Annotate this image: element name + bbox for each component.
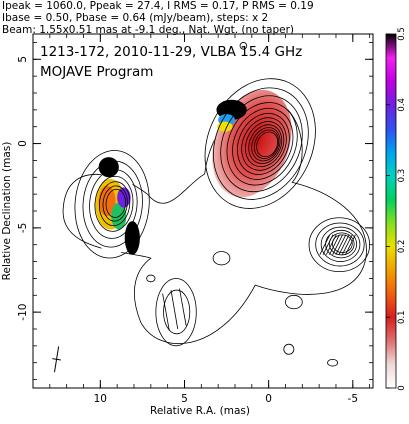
- header-line-1: Ipeak = 1060.0, Ppeak = 27.4, I RMS = 0.…: [2, 0, 314, 12]
- contour-level: [253, 129, 280, 160]
- contour-level: [241, 117, 287, 171]
- hatch-line: [329, 234, 340, 255]
- contour-level: [232, 107, 294, 180]
- y-axis-label: Relative Declination (mas): [1, 142, 13, 281]
- contour-level: [315, 222, 365, 267]
- contour-level: [325, 229, 358, 259]
- contour-level: [226, 102, 298, 186]
- x-tick-label: 5: [181, 393, 188, 405]
- jet-pol-dark-top: [98, 157, 119, 178]
- colorbar-tick-label: 0.5: [397, 27, 407, 41]
- contour-level: [74, 150, 150, 259]
- x-axis-label: Relative R.A. (mas): [150, 405, 250, 417]
- noise-contour: [146, 274, 156, 283]
- x-tick-label: 0: [265, 393, 272, 405]
- contour-level: [163, 289, 191, 335]
- colorbar-tick-label: 0.4: [397, 98, 407, 112]
- contour-level: [251, 127, 281, 162]
- colorbar-tick-label: 0.3: [397, 169, 407, 183]
- contour-level: [89, 169, 138, 239]
- jet-contours: [74, 150, 150, 259]
- colorbar-tick-label: 0: [397, 385, 407, 390]
- south-hatch-3: [162, 293, 170, 331]
- west-lobe-hatching: [162, 234, 356, 331]
- contour-level: [256, 131, 279, 158]
- map-layer: [52, 42, 371, 373]
- contour-level: [98, 181, 131, 227]
- contour-level: [308, 217, 371, 273]
- contour-level: [102, 185, 128, 222]
- hatch-line: [325, 234, 337, 255]
- core-contours: [204, 78, 316, 209]
- contour-level: [328, 232, 355, 256]
- hatch-line: [345, 234, 356, 255]
- south-hatch-1: [179, 288, 187, 326]
- colorbar-tick-label: 0.1: [397, 310, 407, 324]
- noise-contour: [212, 251, 231, 266]
- south-hatch-2: [170, 290, 179, 330]
- colorbar-tick-label: 0.2: [397, 240, 407, 254]
- colorbar: [385, 33, 397, 389]
- hatch-line: [341, 234, 353, 255]
- south-lobe-contours: [155, 278, 197, 347]
- contour-level: [204, 78, 316, 209]
- contour-level: [212, 87, 309, 200]
- noise-contour: [283, 343, 295, 355]
- x-tick-label: 10: [94, 393, 107, 405]
- noise-contour: [285, 294, 303, 310]
- hatch-line: [322, 234, 334, 255]
- core-pol-yellow-patch: [217, 121, 233, 132]
- outer-contour: [62, 97, 367, 344]
- beam-minor-axis: [52, 358, 61, 361]
- contour-level: [248, 124, 283, 164]
- contour-level: [105, 188, 126, 218]
- hatch-line: [319, 234, 331, 255]
- contour-level: [94, 175, 134, 232]
- axis-ticks: 10 5 0 -5 5 0 -5 -10: [17, 34, 373, 405]
- y-tick-label: -10: [17, 304, 29, 321]
- plot-title-line-2: MOJAVE Program: [40, 64, 153, 80]
- hatch-line: [332, 234, 344, 255]
- hatch-line: [335, 234, 347, 255]
- contour-level: [237, 113, 290, 175]
- noise-contour: [327, 358, 339, 367]
- y-tick-label: 0: [17, 140, 29, 147]
- y-tick-label: 5: [17, 56, 29, 63]
- colorbar-ticks: 0 0.1 0.2 0.3 0.4 0.5: [386, 27, 407, 391]
- contour-level: [82, 160, 143, 248]
- contour-level: [155, 278, 197, 347]
- contour-level: [320, 226, 361, 262]
- west-lobe-contours: [308, 217, 371, 273]
- contour-level: [220, 95, 303, 193]
- contour-level: [245, 121, 285, 168]
- hatch-line: [338, 234, 350, 255]
- header-line-2: Ibase = 0.50, Pbase = 0.64 (mJy/beam), s…: [2, 12, 268, 24]
- x-tick-label: -5: [348, 393, 358, 405]
- header-line-3: Beam: 1.55x0.51 mas at -9.1 deg., Nat. W…: [2, 24, 294, 36]
- plot-frame: [32, 33, 374, 389]
- plot-title-line-1: 1213-172, 2010-11-29, VLBA 15.4 GHz: [40, 44, 302, 60]
- noise-contour: [239, 42, 248, 50]
- y-tick-label: -5: [17, 223, 29, 233]
